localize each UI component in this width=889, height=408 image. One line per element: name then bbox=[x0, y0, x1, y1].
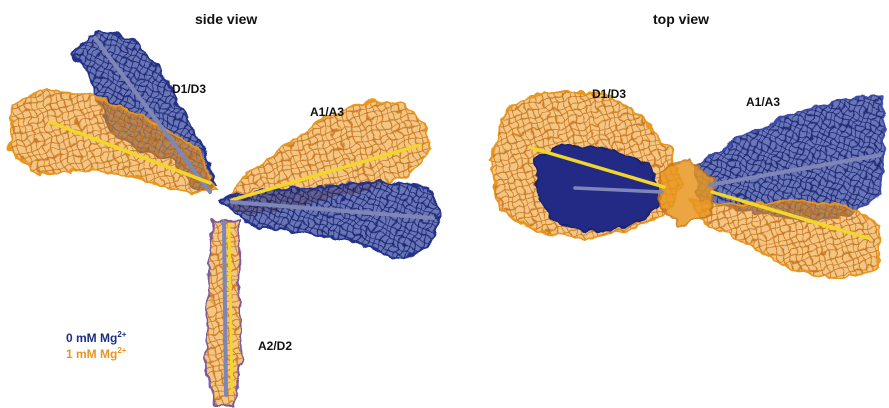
legend-1mm-sup: 2+ bbox=[117, 346, 126, 355]
top-view-title: top view bbox=[653, 11, 709, 27]
top-label-a1a3: A1/A3 bbox=[746, 95, 780, 109]
side-a1a3-0mm-density bbox=[217, 180, 442, 262]
top-a1a3-0mm-axis bbox=[708, 153, 882, 187]
top-view-structure bbox=[488, 91, 887, 282]
legend-0mm: 0 mM Mg2+ bbox=[66, 330, 127, 345]
top-d1d3-0mm-axis bbox=[573, 186, 664, 194]
side-a2d2-1mm-axis bbox=[227, 222, 234, 394]
top-a1a3-1mm-density bbox=[688, 198, 882, 282]
side-a2d2-0mm-axis bbox=[222, 220, 228, 397]
legend: 0 mM Mg2+ 1 mM Mg2+ bbox=[66, 330, 127, 361]
side-d1d3-0mm-axis bbox=[93, 36, 212, 194]
legend-0mm-text: 0 mM Mg bbox=[66, 331, 117, 345]
side-d1d3-1mm-density bbox=[8, 88, 217, 197]
side-label-a1a3: A1/A3 bbox=[310, 105, 344, 119]
side-view-title: side view bbox=[195, 11, 257, 27]
top-junction-density bbox=[659, 158, 717, 227]
top-a1a3-1mm-axis bbox=[710, 190, 870, 240]
legend-0mm-sup: 2+ bbox=[117, 330, 126, 339]
side-a1a3-1mm-axis bbox=[230, 143, 422, 202]
top-view-axes bbox=[530, 146, 882, 240]
side-a1a3-0mm-axis bbox=[230, 200, 435, 220]
legend-1mm: 1 mM Mg2+ bbox=[66, 346, 127, 361]
side-d1d3-1mm-axis bbox=[48, 120, 212, 185]
side-label-a2d2: A2/D2 bbox=[258, 339, 292, 353]
legend-1mm-text: 1 mM Mg bbox=[66, 347, 117, 361]
top-d1d3-1mm-axis bbox=[530, 146, 666, 189]
side-view-axes bbox=[48, 36, 435, 397]
side-label-d1d3: D1/D3 bbox=[172, 82, 206, 96]
top-label-d1d3: D1/D3 bbox=[592, 87, 626, 101]
